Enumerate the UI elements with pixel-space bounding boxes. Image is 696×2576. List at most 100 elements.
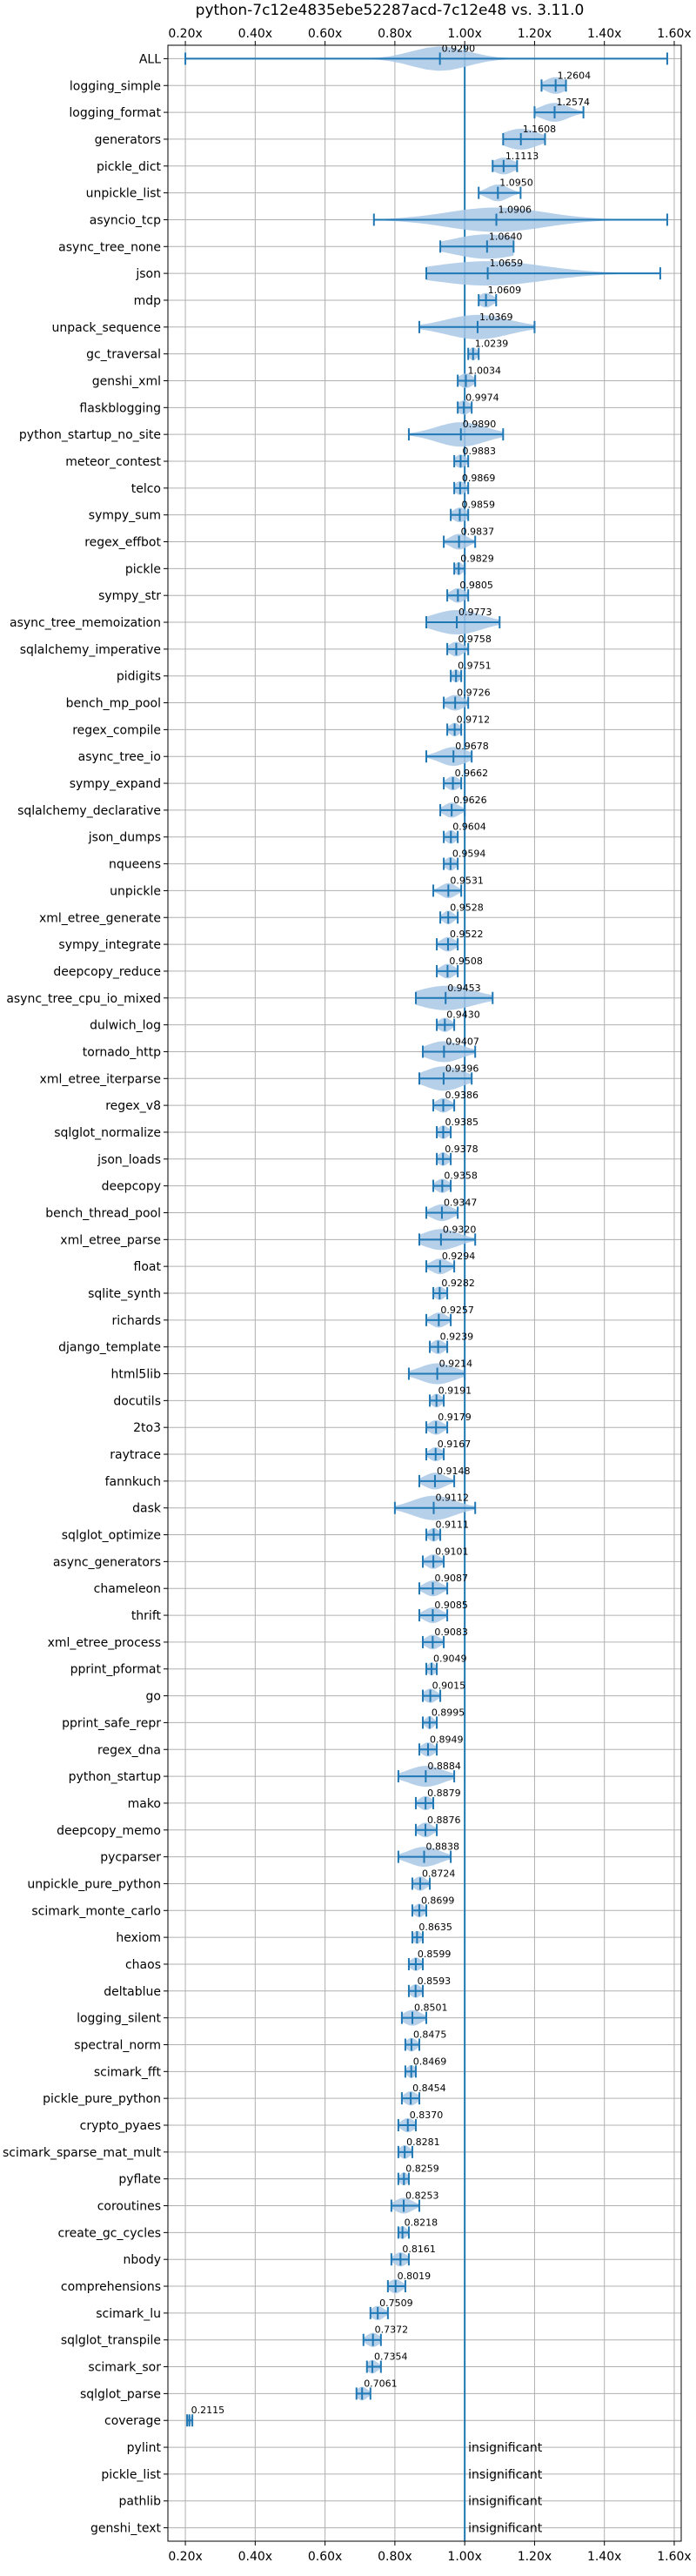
benchmark-label: sympy_expand (70, 777, 161, 791)
insignificant-label: insignificant (468, 2495, 543, 2509)
median-value-label: 0.7509 (379, 2298, 413, 2309)
insignificant-label: insignificant (468, 2522, 543, 2536)
benchmark-label: deltablue (104, 1985, 161, 1999)
benchmark-label: async_tree_memoization (10, 616, 161, 630)
insignificant-label: insignificant (468, 2441, 543, 2455)
median-value-label: 0.8281 (406, 2137, 440, 2148)
benchmark-label: xml_etree_iterparse (40, 1072, 161, 1086)
x-tick-label-top: 0.60x (308, 27, 342, 41)
median-value-label: 1.0906 (499, 204, 532, 215)
benchmark-label: gc_traversal (86, 348, 161, 362)
benchmark-label: dulwich_log (90, 1019, 161, 1033)
benchmark-label: scimark_sor (88, 2361, 161, 2375)
benchmark-label: pickle (125, 562, 161, 576)
benchmark-label: meteor_contest (65, 455, 161, 469)
median-value-label: 0.7061 (364, 2378, 398, 2389)
median-value-label: 0.2115 (191, 2405, 224, 2416)
benchmark-label: scimark_lu (96, 2307, 161, 2321)
plot-frame (167, 44, 682, 2542)
median-value-label: 0.8838 (426, 1841, 460, 1853)
x-tick-label-top: 0.20x (168, 27, 202, 41)
x-tick-label-bottom: 1.40x (587, 2550, 621, 2564)
median-value-label: 1.1113 (505, 151, 539, 162)
benchmark-label: logging_format (69, 106, 161, 120)
median-value-label: 0.9758 (458, 634, 492, 645)
benchmark-label: float (134, 1260, 162, 1274)
benchmark-label: unpickle_pure_python (27, 1877, 161, 1891)
benchmark-label: async_tree_none (58, 240, 161, 254)
median-value-label: 1.0609 (488, 285, 522, 296)
benchmark-label: xml_etree_generate (39, 911, 161, 925)
median-value-label: 0.9386 (445, 1090, 479, 1101)
benchmark-label: unpickle (110, 884, 161, 898)
x-tick-label-bottom: 0.60x (308, 2550, 342, 2564)
benchmark-label: regex_dna (97, 1743, 161, 1757)
median-value-label: 0.9015 (432, 1680, 466, 1692)
median-value-label: 1.1608 (523, 124, 557, 135)
median-value-label: 0.8599 (418, 1949, 452, 1960)
median-value-label: 0.8370 (410, 2110, 444, 2121)
benchmark-label: crypto_pyaes (80, 2119, 161, 2133)
benchmark-label: python_startup_no_site (19, 428, 161, 442)
benchmark-label: tornado_http (83, 1045, 161, 1059)
benchmark-label: hexiom (116, 1931, 161, 1945)
benchmark-label: xml_etree_parse (60, 1233, 161, 1247)
median-value-label: 0.9191 (438, 1385, 472, 1396)
benchmark-label: html5lib (111, 1368, 162, 1382)
median-value-label: 1.0640 (489, 231, 523, 242)
median-value-label: 0.8949 (430, 1734, 464, 1745)
benchmark-label: bench_thread_pool (45, 1206, 161, 1220)
benchmark-label: pickle_dict (97, 160, 162, 174)
benchmark-label: async_tree_io (78, 750, 161, 764)
benchmark-label: comprehensions (61, 2280, 161, 2294)
median-value-label: 0.9522 (450, 929, 484, 940)
median-value-label: 0.9257 (440, 1305, 474, 1316)
median-value-label: 0.9626 (453, 795, 487, 806)
benchmark-label: unpack_sequence (52, 321, 161, 335)
benchmark-label: async_generators (53, 1555, 161, 1569)
median-value-label: 0.8501 (414, 2002, 448, 2014)
benchmark-label: logging_simple (70, 79, 161, 93)
x-tick-label-bottom: 1.20x (518, 2550, 552, 2564)
benchmark-label: sympy_integrate (58, 938, 161, 952)
x-tick-label-bottom: 1.60x (657, 2550, 691, 2564)
median-value-label: 0.9453 (447, 983, 481, 994)
benchmark-label: sqlglot_transpile (61, 2334, 161, 2348)
benchmark-label: coverage (104, 2414, 161, 2428)
median-value-label: 0.9239 (440, 1332, 474, 1343)
benchmark-label: flaskblogging (79, 401, 161, 415)
benchmark-label: asyncio_tcp (90, 213, 161, 227)
benchmark-label: docutils (113, 1394, 161, 1408)
benchmark-label: xml_etree_process (48, 1636, 161, 1650)
median-value-label: 0.9829 (460, 553, 494, 564)
median-value-label: 0.9662 (455, 768, 489, 779)
benchmark-label: logging_silent (77, 2012, 161, 2026)
benchmark-label: sqlglot_optimize (62, 1529, 161, 1543)
benchmark-label: create_gc_cycles (57, 2226, 161, 2240)
median-value-label: 0.9974 (465, 392, 499, 403)
benchmark-label: pylint (127, 2441, 162, 2455)
median-value-label: 0.8876 (427, 1815, 461, 1826)
median-value-label: 0.9214 (439, 1358, 472, 1370)
x-tick-label-top: 0.80x (378, 27, 412, 41)
benchmark-label: json_dumps (88, 831, 161, 845)
benchmark-label: deepcopy_memo (57, 1824, 161, 1838)
median-value-label: 0.9712 (457, 714, 491, 725)
benchmark-label: async_tree_cpu_io_mixed (6, 992, 161, 1006)
median-value-label: 0.9604 (452, 822, 486, 833)
median-value-label: 1.2604 (558, 70, 592, 81)
benchmark-label: thrift (131, 1609, 162, 1623)
benchmark-label: telco (131, 482, 161, 496)
benchmark-label: python_startup (69, 1770, 161, 1784)
benchmark-label: chaos (125, 1958, 161, 1972)
median-value-label: 0.9751 (458, 661, 492, 672)
median-value-label: 0.8635 (418, 1922, 452, 1933)
benchmark-label: genshi_text (90, 2522, 162, 2536)
x-tick-label-top: 1.00x (447, 27, 481, 41)
violin-layer (184, 45, 668, 2541)
median-value-label: 1.0659 (490, 258, 524, 269)
median-value-label: 0.9085 (434, 1600, 468, 1611)
benchmark-label: json (135, 267, 161, 281)
median-value-label: 1.0239 (475, 339, 509, 350)
